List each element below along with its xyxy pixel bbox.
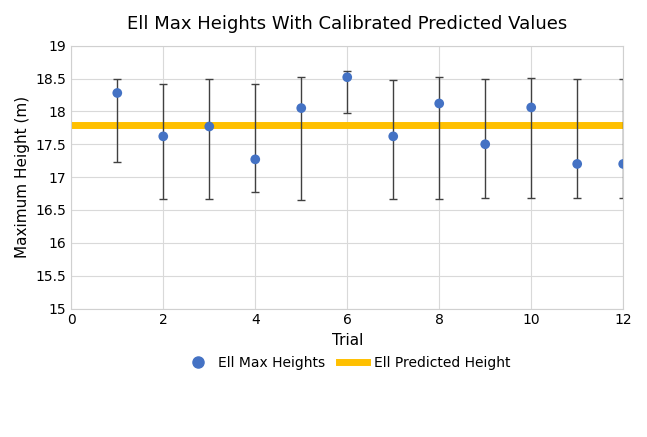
Point [526, 104, 536, 111]
Point [434, 100, 444, 107]
Point [296, 104, 307, 111]
Point [342, 74, 353, 81]
Title: Ell Max Heights With Calibrated Predicted Values: Ell Max Heights With Calibrated Predicte… [127, 15, 567, 33]
Point [388, 133, 399, 140]
Point [112, 90, 122, 97]
Point [250, 156, 261, 163]
Point [572, 160, 582, 167]
Legend: Ell Max Heights, Ell Predicted Height: Ell Max Heights, Ell Predicted Height [178, 350, 516, 375]
Point [618, 160, 628, 167]
Point [158, 133, 168, 140]
X-axis label: Trial: Trial [331, 333, 363, 348]
Y-axis label: Maximum Height (m): Maximum Height (m) [15, 96, 30, 258]
Point [204, 123, 214, 130]
Point [480, 141, 490, 148]
